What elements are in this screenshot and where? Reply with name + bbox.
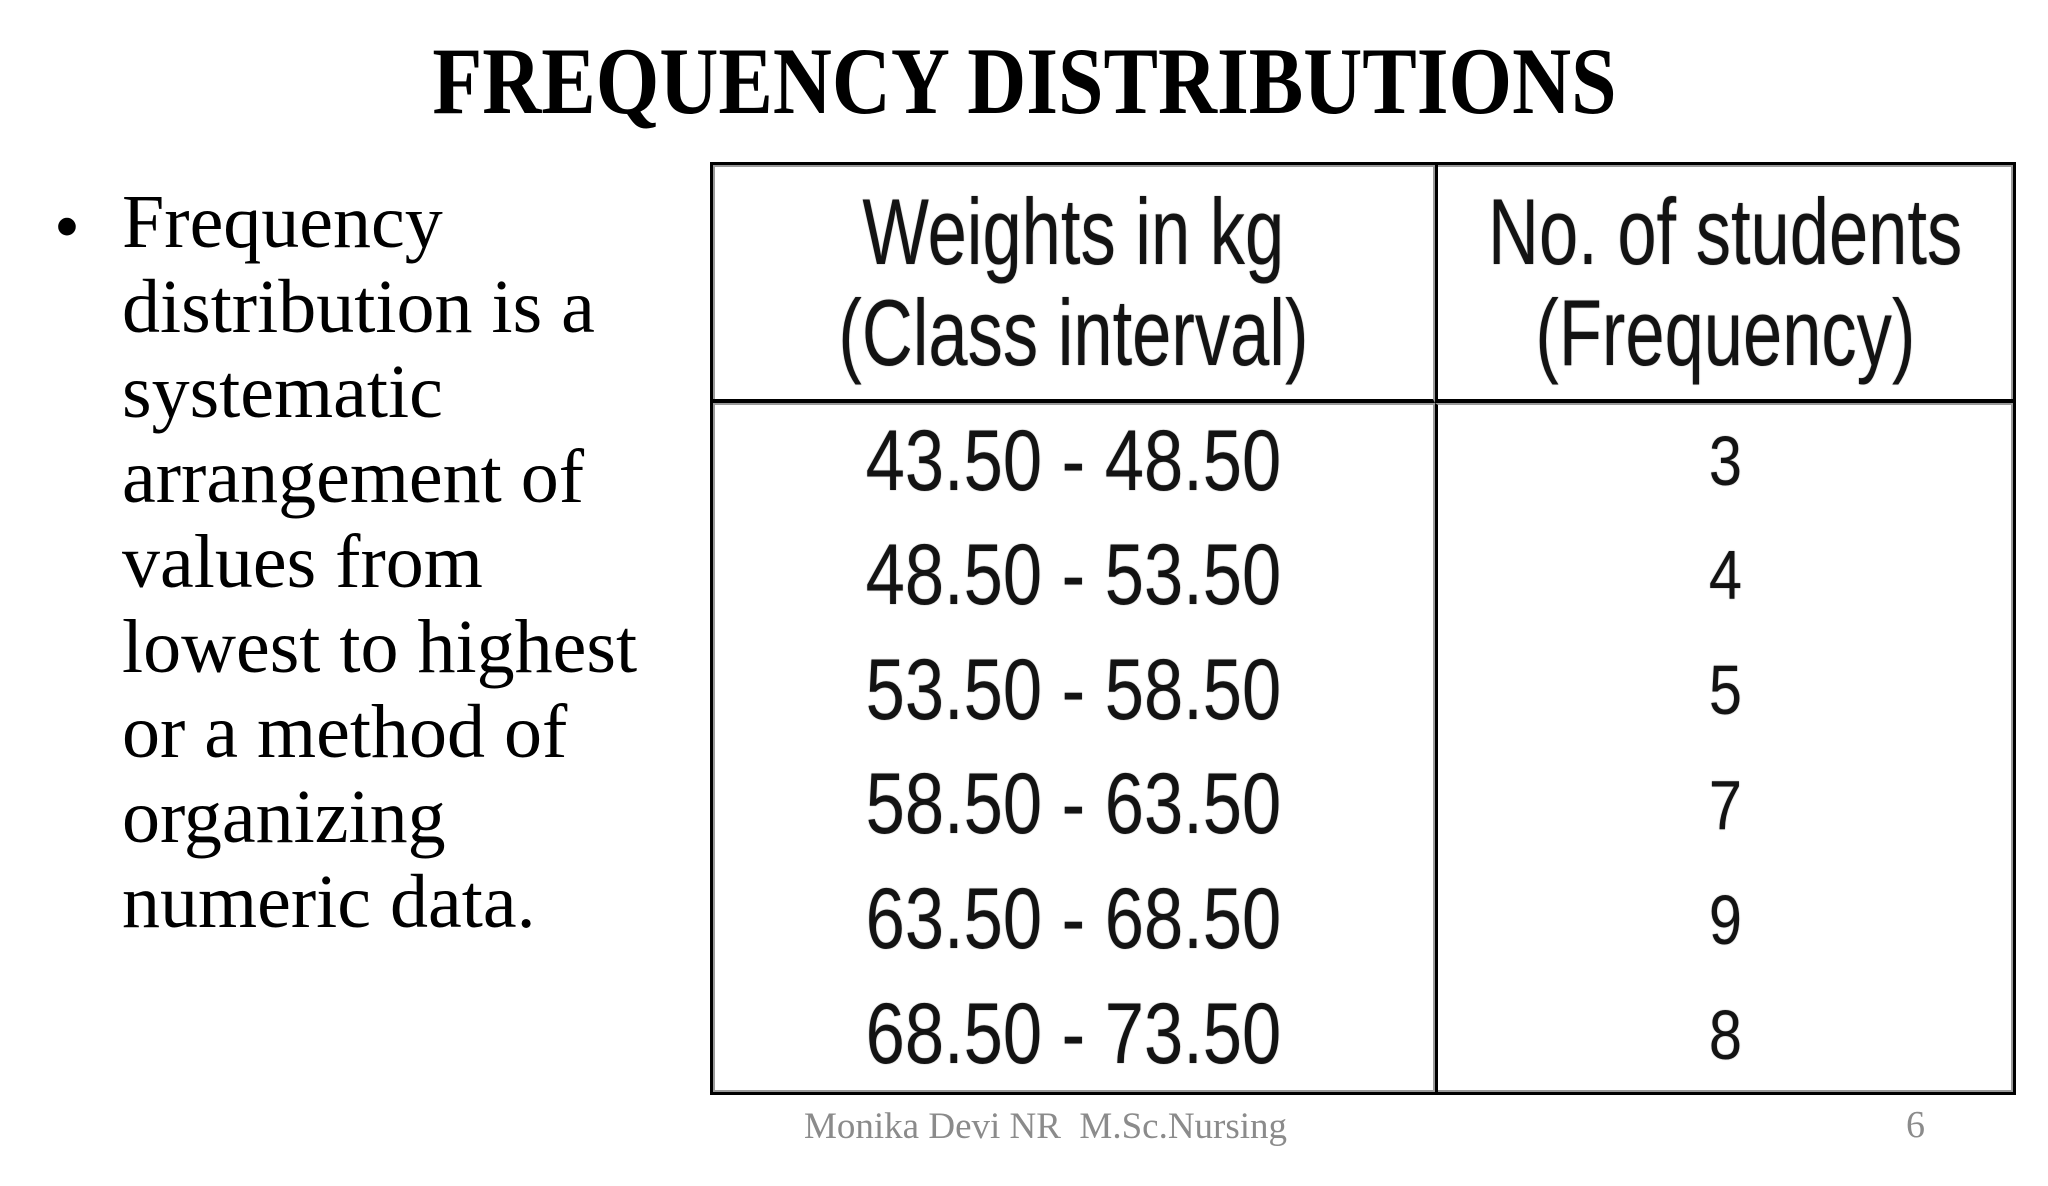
table-cell-interval: 68.50 - 73.50 [713,977,1435,1092]
table-cell-frequency: 9 [1435,862,2013,978]
table-cell-frequency: 8 [1435,977,2013,1092]
bullet-text-line: distribution is a [122,265,595,349]
bullet-text-line: systematic [122,350,443,434]
table-header-students-line2: (Frequency) [1535,280,1916,385]
table-header-students-line1: No. of students [1488,179,1963,284]
table-cell-frequency: 4 [1435,517,2013,633]
bullet-text-line: lowest to highest [122,605,638,689]
frequency-value: 3 [1708,422,1743,501]
table-header-frequency: No. of students (Frequency) [1435,165,2013,403]
page-title-text: FREQUENCY DISTRIBUTIONS [431,28,1617,134]
bullet-point-marker: • [54,186,80,268]
table-header-weights-line1: Weights in kg [862,179,1284,284]
footer-page-number: 6 [1906,1104,1925,1146]
table-cell-interval: 43.50 - 48.50 [713,403,1435,518]
table-cell-frequency: 3 [1435,403,2013,518]
bullet-text-line: organizing [122,775,446,859]
frequency-value: 9 [1708,880,1743,959]
table-header-weights-line2: (Class interval) [837,280,1309,385]
bullet-text-line: numeric data. [122,860,536,944]
bullet-text-line: values from [122,520,483,604]
frequency-table: Weights in kg (Class interval) No. of st… [710,162,2016,1095]
interval-value: 68.50 - 73.50 [865,986,1281,1083]
interval-value: 58.50 - 63.50 [865,756,1281,853]
bullet-text-line: arrangement of [122,435,585,519]
table-cell-interval: 58.50 - 63.50 [713,747,1435,863]
interval-value: 43.50 - 48.50 [865,412,1281,509]
interval-value: 48.50 - 53.50 [865,526,1281,623]
frequency-value: 7 [1708,765,1743,844]
page-title: FREQUENCY DISTRIBUTIONS [0,28,2048,134]
interval-value: 53.50 - 58.50 [865,641,1281,738]
table-cell-interval: 48.50 - 53.50 [713,517,1435,633]
interval-value: 63.50 - 68.50 [865,871,1281,968]
footer-author: Monika Devi NR M.Sc.Nursing [804,1106,1288,1147]
frequency-value: 4 [1708,536,1743,615]
bullet-text-line: Frequency [122,180,443,264]
table-cell-interval: 63.50 - 68.50 [713,862,1435,978]
bullet-text-line: or a method of [122,690,568,774]
table-header-class-interval: Weights in kg (Class interval) [713,165,1435,403]
frequency-value: 8 [1708,995,1743,1074]
table-cell-interval: 53.50 - 58.50 [713,632,1435,748]
bullet-paragraph: Frequency distribution is a systematic arra… [122,180,637,945]
frequency-value: 5 [1708,651,1743,730]
table-cell-frequency: 5 [1435,632,2013,748]
table-cell-frequency: 7 [1435,747,2013,863]
